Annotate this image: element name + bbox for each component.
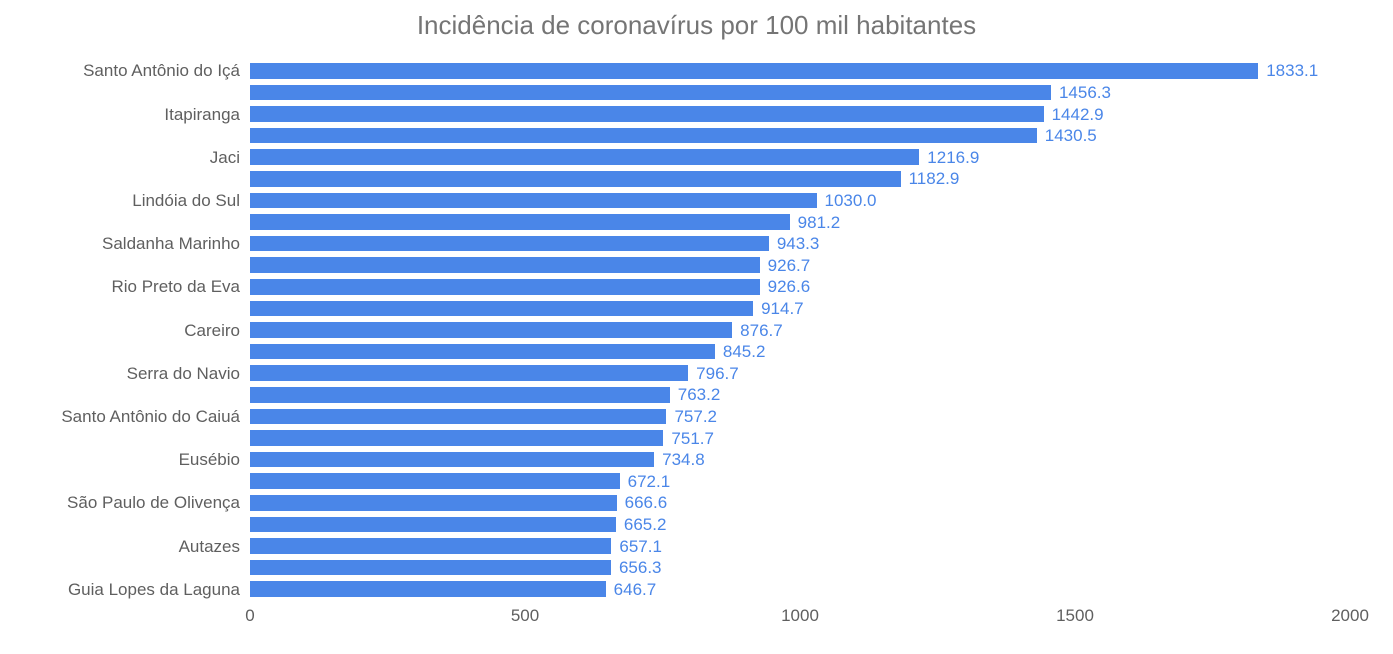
bar-value-label: 646.7 <box>614 581 657 598</box>
bar-row: 926.7 <box>250 257 1350 273</box>
bar <box>250 387 670 403</box>
bar-row: 914.7 <box>250 301 1350 317</box>
bar-value-label: 1182.9 <box>909 170 960 187</box>
y-axis-label: São Paulo de Olivença <box>67 494 240 511</box>
y-axis-label: Rio Preto da Eva <box>111 278 240 295</box>
bar <box>250 581 606 597</box>
bar-value-label: 914.7 <box>761 300 804 317</box>
y-axis-label: Lindóia do Sul <box>132 192 240 209</box>
bar-value-label: 845.2 <box>723 343 766 360</box>
bar-value-label: 1456.3 <box>1059 84 1111 101</box>
bar <box>250 538 611 554</box>
bar-value-label: 665.2 <box>624 516 667 533</box>
bar-value-label: 657.1 <box>619 538 662 555</box>
bar-value-label: 757.2 <box>674 408 717 425</box>
bar-row: 981.2 <box>250 214 1350 230</box>
bar-row: 657.1 <box>250 538 1350 554</box>
bar-row: 1456.3 <box>250 85 1350 101</box>
y-axis-label: Santo Antônio do Caiuá <box>61 408 240 425</box>
bar <box>250 365 688 381</box>
bar <box>250 128 1037 144</box>
bar <box>250 517 616 533</box>
bar <box>250 322 732 338</box>
bar <box>250 236 769 252</box>
bar-row: 656.3 <box>250 560 1350 576</box>
plot-area: 1833.1 1456.3 1442.9 1430.5 1216.9 1182.9 1030… <box>250 60 1350 620</box>
bar-value-label: 943.3 <box>777 235 820 252</box>
bar <box>250 214 790 230</box>
bar <box>250 301 753 317</box>
bar-value-label: 1216.9 <box>927 149 979 166</box>
bar-row: 665.2 <box>250 517 1350 533</box>
bar-value-label: 1430.5 <box>1045 127 1097 144</box>
bar <box>250 257 760 273</box>
bar <box>250 149 919 165</box>
bar-row: 1833.1 <box>250 63 1350 79</box>
bar <box>250 63 1258 79</box>
bar-row: 672.1 <box>250 473 1350 489</box>
x-axis-tick: 0 <box>245 606 254 626</box>
bar <box>250 452 654 468</box>
bar <box>250 495 617 511</box>
bar-row: 763.2 <box>250 387 1350 403</box>
bar-row: 1182.9 <box>250 171 1350 187</box>
bar-value-label: 926.7 <box>768 257 811 274</box>
y-axis-label: Jaci <box>210 149 240 166</box>
bar-row: 1442.9 <box>250 106 1350 122</box>
y-axis-label: Eusébio <box>179 451 240 468</box>
bar <box>250 473 620 489</box>
bar-value-label: 672.1 <box>628 473 671 490</box>
y-axis-labels: Santo Antônio do Içá Itapiranga Jaci Lindói… <box>0 60 245 600</box>
bar <box>250 106 1044 122</box>
y-axis-label: Guia Lopes da Laguna <box>68 581 240 598</box>
bar-value-label: 751.7 <box>671 430 714 447</box>
bar-value-label: 763.2 <box>678 386 721 403</box>
bar-row: 876.7 <box>250 322 1350 338</box>
y-axis-label: Careiro <box>184 322 240 339</box>
bar-row: 666.6 <box>250 495 1350 511</box>
x-axis-tick: 1500 <box>1056 606 1094 626</box>
x-axis-tick: 1000 <box>781 606 819 626</box>
bar <box>250 430 663 446</box>
bar-row: 751.7 <box>250 430 1350 446</box>
bar-row: 1030.0 <box>250 193 1350 209</box>
x-axis-tick: 500 <box>511 606 539 626</box>
bar-row: 757.2 <box>250 409 1350 425</box>
bar-row: 646.7 <box>250 581 1350 597</box>
bar-value-label: 981.2 <box>798 214 841 231</box>
bar <box>250 344 715 360</box>
y-axis-label: Autazes <box>179 538 240 555</box>
bar-value-label: 1030.0 <box>825 192 877 209</box>
bar <box>250 171 901 187</box>
chart-title: Incidência de coronavírus por 100 mil ha… <box>0 10 1393 41</box>
bar-value-label: 1833.1 <box>1266 62 1318 79</box>
bar <box>250 85 1051 101</box>
bar <box>250 279 760 295</box>
y-axis-label: Santo Antônio do Içá <box>83 62 240 79</box>
bar <box>250 193 817 209</box>
bar-row: 845.2 <box>250 344 1350 360</box>
bar-row: 1430.5 <box>250 128 1350 144</box>
x-axis-tick: 2000 <box>1331 606 1369 626</box>
bar-value-label: 734.8 <box>662 451 705 468</box>
bar-value-label: 796.7 <box>696 365 739 382</box>
chart-container: Incidência de coronavírus por 100 mil ha… <box>0 0 1393 654</box>
bar-value-label: 1442.9 <box>1052 106 1104 123</box>
bar-value-label: 926.6 <box>768 278 811 295</box>
y-axis-label: Saldanha Marinho <box>102 235 240 252</box>
y-axis-label: Serra do Navio <box>127 365 240 382</box>
bar-row: 796.7 <box>250 365 1350 381</box>
bar-row: 926.6 <box>250 279 1350 295</box>
bar-row: 1216.9 <box>250 149 1350 165</box>
bar-value-label: 666.6 <box>625 494 668 511</box>
y-axis-label: Itapiranga <box>164 106 240 123</box>
bar-value-label: 656.3 <box>619 559 662 576</box>
bar <box>250 409 666 425</box>
bar-row: 734.8 <box>250 452 1350 468</box>
bar-value-label: 876.7 <box>740 322 783 339</box>
bar <box>250 560 611 576</box>
bar-row: 943.3 <box>250 236 1350 252</box>
